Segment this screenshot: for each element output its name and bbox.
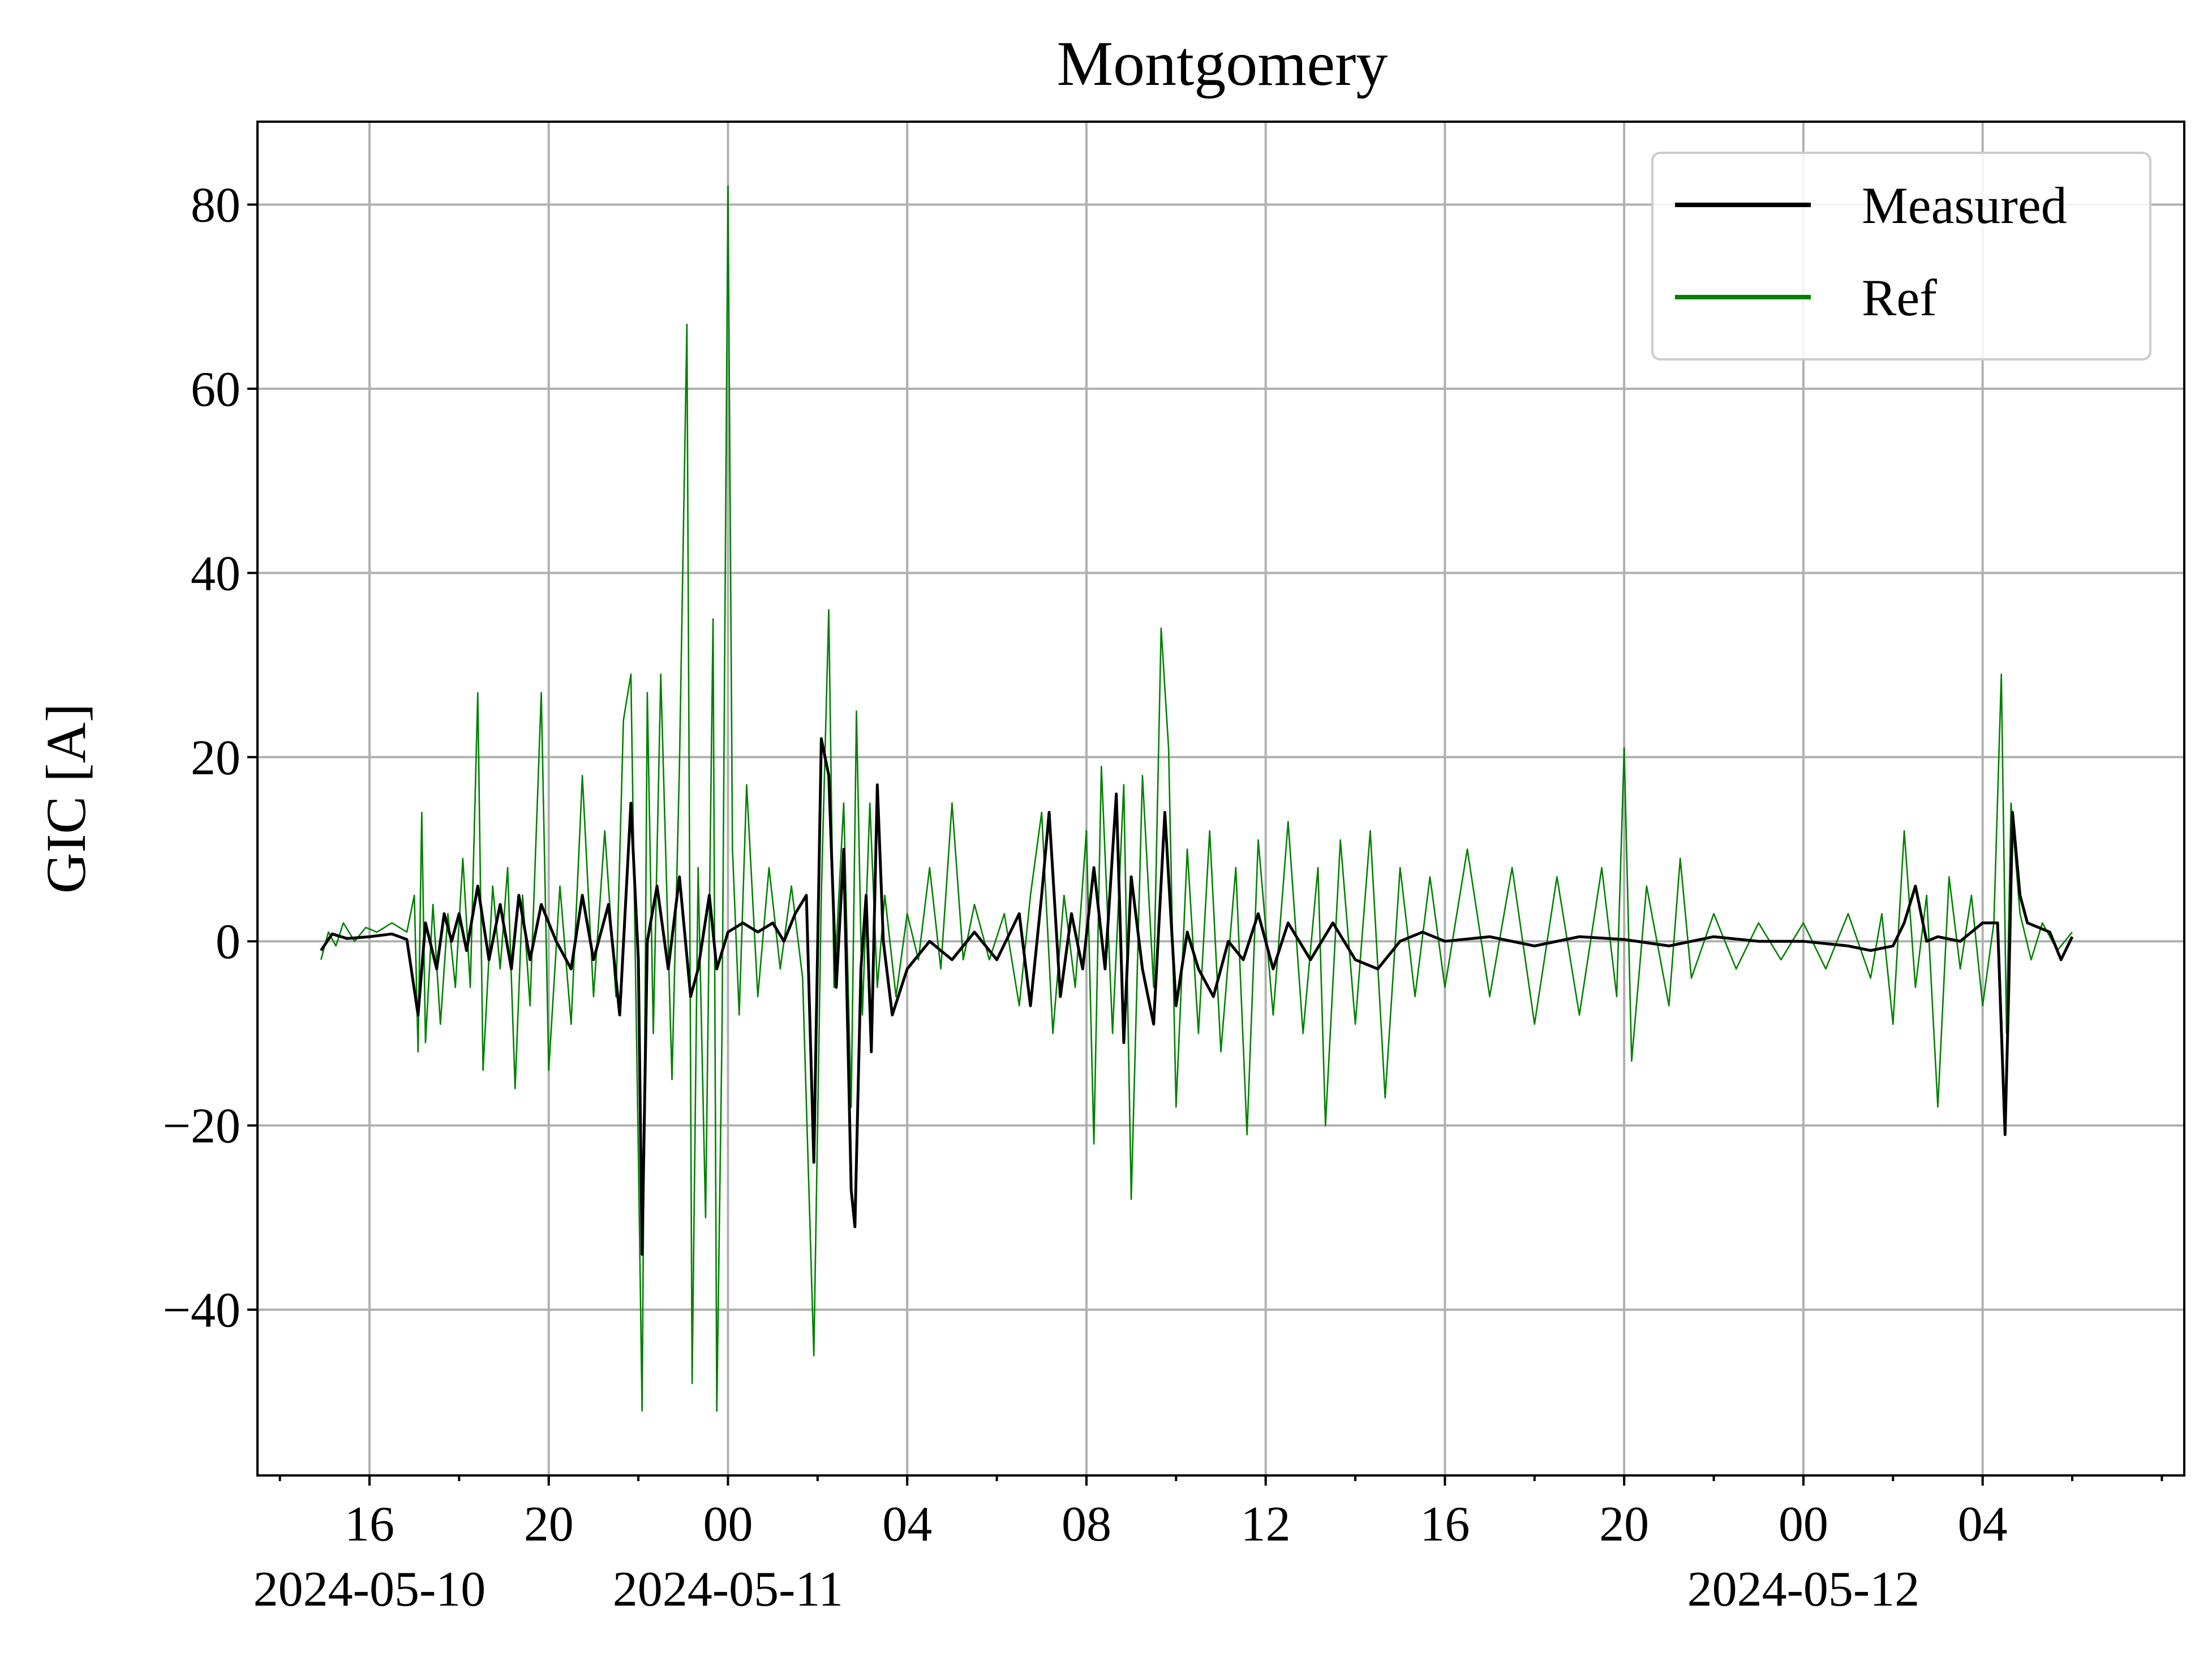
x-tick-label: 08 [1062,1497,1111,1552]
legend-label-ref: Ref [1862,269,1937,327]
x-tick-label: 04 [1958,1497,2008,1552]
x-tick-label: 12 [1241,1497,1291,1552]
series-line-ref [320,185,2073,1412]
x-tick-label: 20 [1599,1497,1649,1552]
x-tick-label: 20 [524,1497,574,1552]
grid [257,122,2184,1475]
y-tick-label: 60 [191,362,240,417]
y-tick-label: 80 [191,178,240,233]
x-tick-label: 04 [882,1497,932,1552]
x-tick-label: 00 [1779,1497,1828,1552]
x-tick-label: 16 [345,1497,394,1552]
legend: Measured Ref [1651,152,2151,361]
axis-ticks [247,203,2163,1486]
y-tick-label: −40 [162,1283,240,1338]
chart-title: Montgomery [1057,29,1388,99]
x-tick-label: 00 [703,1497,753,1552]
y-tick-label: 40 [191,546,240,601]
y-tick-label: 20 [191,731,240,786]
y-axis-label: GIC [A] [35,703,97,894]
x-date-label: 2024-05-10 [254,1562,486,1617]
x-tick-label: 16 [1420,1497,1470,1552]
series-line-measured [320,737,2074,1256]
y-tick-label: 0 [216,915,240,969]
x-date-label: 2024-05-11 [613,1562,843,1617]
x-date-label: 2024-05-12 [1687,1562,1920,1617]
series-layer [320,185,2074,1412]
y-tick-label: −20 [162,1099,240,1154]
legend-label-measured: Measured [1862,177,2067,234]
axis-tick-labels: −40 −20 0 20 40 60 80 16 20 00 04 08 12 16 20 00 04 2024-… [162,178,2007,1617]
plot-area-frame [256,121,2185,1477]
